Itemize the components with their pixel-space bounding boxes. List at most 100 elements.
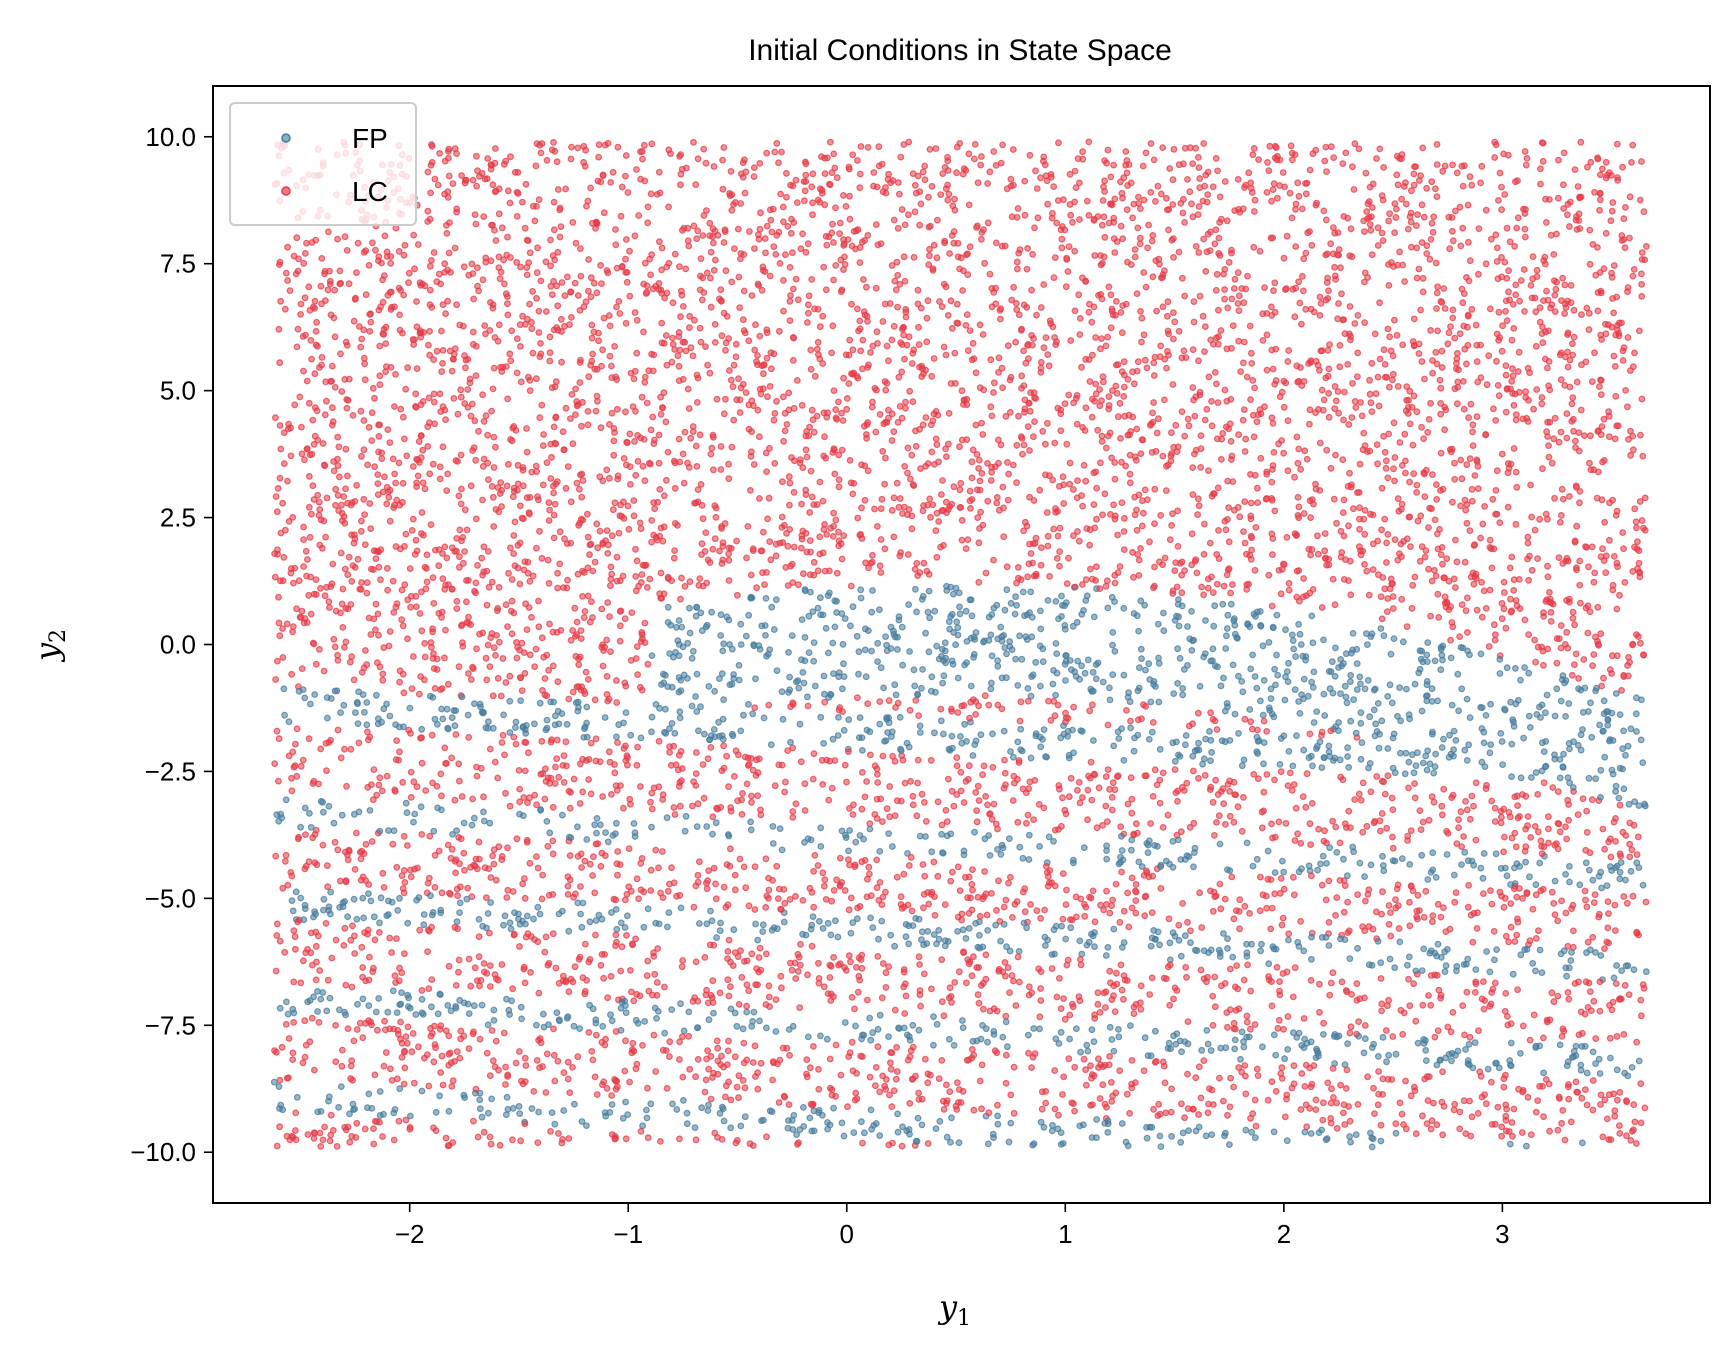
lc-point: [1066, 459, 1074, 467]
fp-point: [396, 894, 403, 902]
lc-point: [1156, 1110, 1164, 1118]
lc-point: [350, 539, 358, 547]
lc-point: [1076, 997, 1084, 1005]
fp-point: [560, 1107, 568, 1114]
lc-point: [631, 367, 639, 375]
lc-point: [1399, 1030, 1407, 1038]
fp-point: [1392, 1050, 1400, 1058]
fp-point: [1041, 942, 1049, 949]
lc-point: [1234, 175, 1242, 183]
lc-point: [1286, 769, 1294, 777]
lc-point: [425, 394, 433, 402]
lc-point: [1159, 769, 1167, 777]
lc-point: [911, 208, 919, 216]
fp-point: [731, 1009, 739, 1017]
lc-point: [1513, 483, 1521, 491]
lc-point: [908, 907, 916, 915]
lc-point: [605, 312, 613, 319]
lc-point: [307, 610, 315, 618]
fp-point: [1084, 1047, 1092, 1055]
fp-point: [817, 824, 825, 832]
lc-point: [1555, 156, 1562, 164]
lc-point: [551, 147, 559, 155]
lc-point: [829, 533, 837, 540]
lc-point: [835, 476, 843, 484]
lc-point: [975, 456, 983, 464]
lc-point: [397, 405, 405, 413]
lc-point: [909, 398, 917, 406]
lc-point: [792, 176, 800, 184]
lc-point: [1519, 1022, 1527, 1030]
lc-point: [974, 782, 982, 790]
lc-point: [1375, 1068, 1382, 1075]
lc-point: [1570, 661, 1578, 668]
fp-point: [930, 931, 938, 938]
lc-point: [363, 579, 371, 586]
lc-point: [1547, 618, 1555, 625]
lc-point: [508, 630, 516, 638]
lc-point: [1351, 320, 1359, 327]
lc-point: [1100, 183, 1107, 191]
fp-point: [1175, 622, 1183, 630]
fp-point: [838, 827, 846, 835]
lc-point: [273, 920, 281, 928]
lc-point: [1629, 892, 1637, 900]
lc-point: [1521, 148, 1529, 155]
lc-point: [972, 421, 980, 429]
lc-point: [801, 807, 809, 814]
lc-point: [725, 550, 732, 558]
fp-point: [994, 657, 1001, 665]
lc-point: [275, 325, 283, 333]
lc-point: [990, 556, 997, 564]
lc-point: [1557, 349, 1565, 357]
fp-point: [680, 1027, 688, 1035]
lc-point: [1365, 198, 1373, 205]
lc-point: [1099, 822, 1106, 829]
lc-point: [1100, 253, 1108, 261]
lc-point: [418, 432, 425, 439]
lc-point: [1603, 1115, 1611, 1123]
lc-point: [1072, 184, 1080, 192]
lc-point: [488, 407, 496, 415]
fp-point: [876, 848, 884, 855]
lc-point: [1596, 206, 1603, 214]
fp-point: [933, 642, 941, 650]
lc-point: [1360, 278, 1368, 286]
lc-point: [1298, 1070, 1306, 1077]
lc-point: [762, 904, 770, 911]
lc-point: [1560, 205, 1567, 212]
lc-point: [1351, 398, 1359, 405]
lc-point: [879, 752, 887, 760]
fp-point: [617, 919, 625, 927]
lc-point: [927, 756, 935, 764]
fp-point: [1403, 961, 1411, 969]
lc-point: [553, 158, 561, 166]
lc-point: [838, 555, 846, 563]
lc-point: [576, 379, 584, 386]
lc-point: [571, 963, 579, 971]
fp-point: [1526, 724, 1534, 731]
lc-point: [616, 608, 624, 615]
lc-point: [380, 1062, 388, 1070]
lc-point: [857, 347, 865, 355]
lc-point: [428, 731, 436, 739]
lc-point: [1120, 546, 1128, 553]
lc-point: [954, 863, 962, 871]
lc-point: [1410, 181, 1418, 189]
lc-point: [1335, 300, 1342, 307]
lc-point: [1291, 964, 1299, 971]
lc-point: [1363, 567, 1371, 575]
lc-point: [984, 801, 991, 809]
lc-point: [1594, 155, 1602, 163]
lc-point: [1228, 295, 1236, 303]
lc-point: [606, 758, 614, 766]
lc-point: [632, 545, 639, 553]
lc-point: [311, 432, 319, 440]
fp-point: [1157, 861, 1165, 869]
lc-point: [421, 640, 429, 647]
lc-point: [450, 395, 458, 402]
lc-point: [836, 230, 843, 238]
fp-point: [1168, 1132, 1175, 1140]
lc-point: [1398, 1110, 1406, 1118]
lc-point: [813, 501, 821, 509]
